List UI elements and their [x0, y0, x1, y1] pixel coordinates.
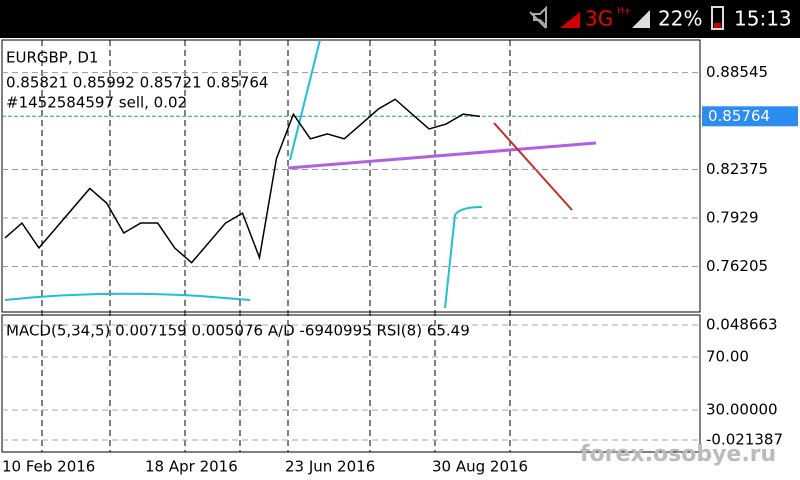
order-info: #1452584597 sell, 0.02: [6, 94, 187, 112]
price-badge: [702, 106, 798, 127]
date-separators: [41, 40, 511, 452]
network-sub: H+: [617, 7, 631, 17]
y-tick-label: -0.021387: [706, 431, 783, 449]
current-price-label: 0.85764: [708, 107, 770, 125]
battery-icon: [711, 6, 724, 30]
y-tick-label: 30.00000: [706, 401, 778, 419]
date-label: 10 Feb 2016: [2, 458, 95, 476]
y-tick-label: 0.82375: [706, 160, 768, 178]
date-label: 23 Jun 2016: [285, 458, 375, 476]
clock: 15:13: [734, 7, 792, 31]
y-tick-label: 0.76205: [706, 257, 768, 275]
watermark: forex.osobye.ru: [580, 442, 776, 467]
main-panel: [1, 39, 701, 313]
signal-icon: [560, 12, 580, 28]
y-tick-label: 0.7929: [706, 209, 759, 227]
status-bar: [0, 0, 800, 38]
symbol: EURGBP, D1: [6, 49, 98, 67]
y-tick-label: 70.00: [706, 348, 749, 366]
date-label: 30 Aug 2016: [432, 458, 528, 476]
y-tick-label: 0.048663: [706, 316, 778, 334]
network-type: 3G: [585, 7, 613, 31]
price-line: [4, 98, 481, 264]
indicator-panel: [1, 314, 701, 453]
indicator-label: MACD(5,34,5) 0.007159 0.005076 A/D -6940…: [6, 322, 470, 340]
date-label: 18 Apr 2016: [145, 458, 238, 476]
mute-icon: [529, 5, 547, 29]
signal-icon: [632, 10, 650, 28]
battery-percent: 22%: [658, 7, 702, 31]
battery-level: [714, 23, 721, 28]
trend-line: [287, 141, 597, 170]
bollinger-band: [4, 39, 483, 309]
trend-line: [493, 122, 573, 211]
ohlc: 0.85821 0.85992 0.85721 0.85764: [6, 74, 268, 92]
y-tick-label: 0.88545: [706, 63, 768, 81]
